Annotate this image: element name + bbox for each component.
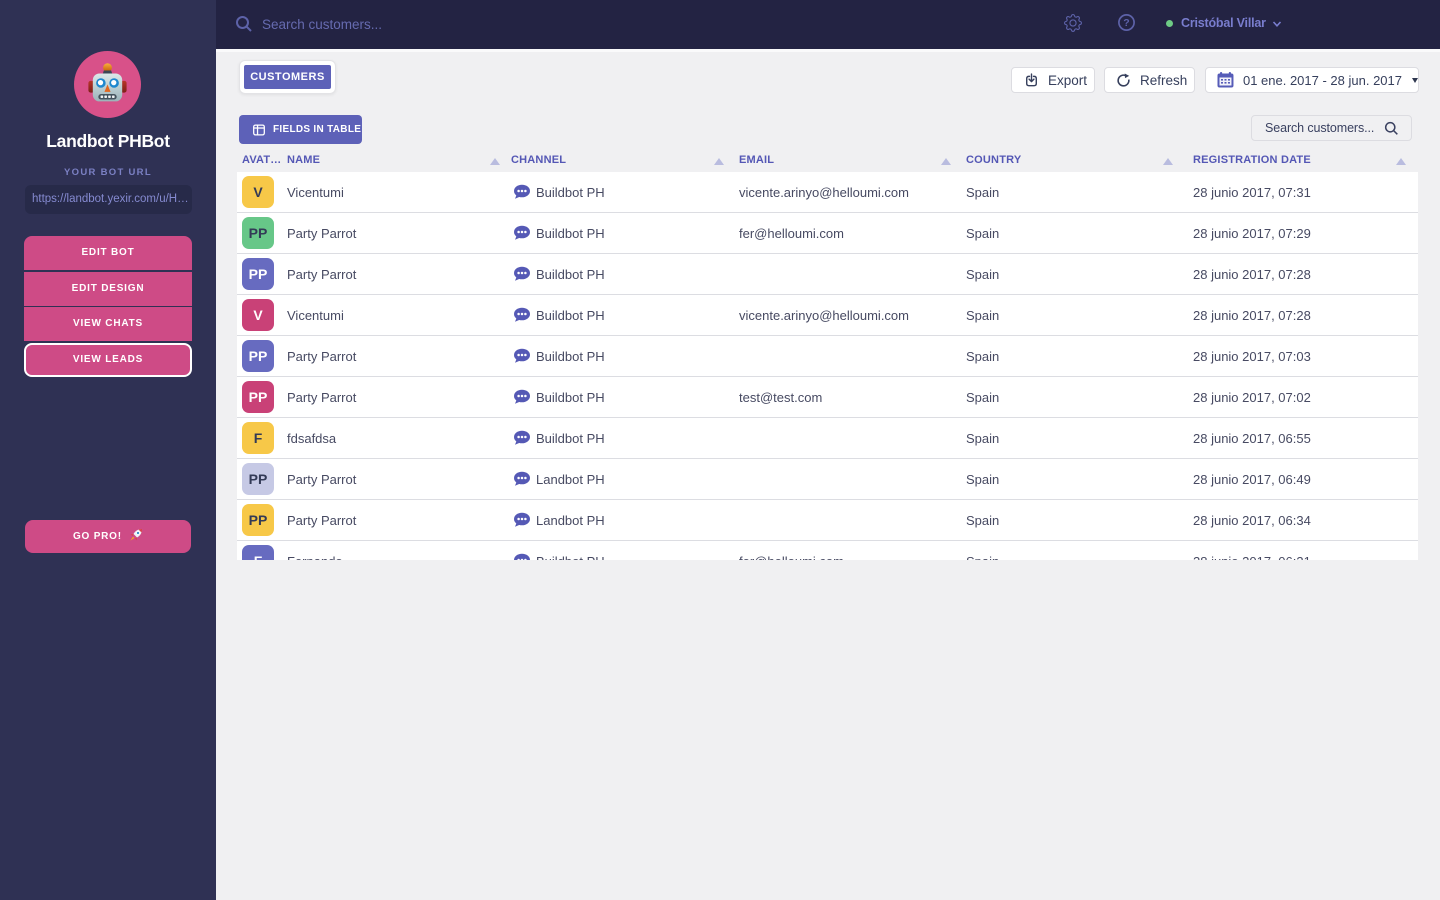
svg-text:?: ?	[1123, 17, 1129, 29]
